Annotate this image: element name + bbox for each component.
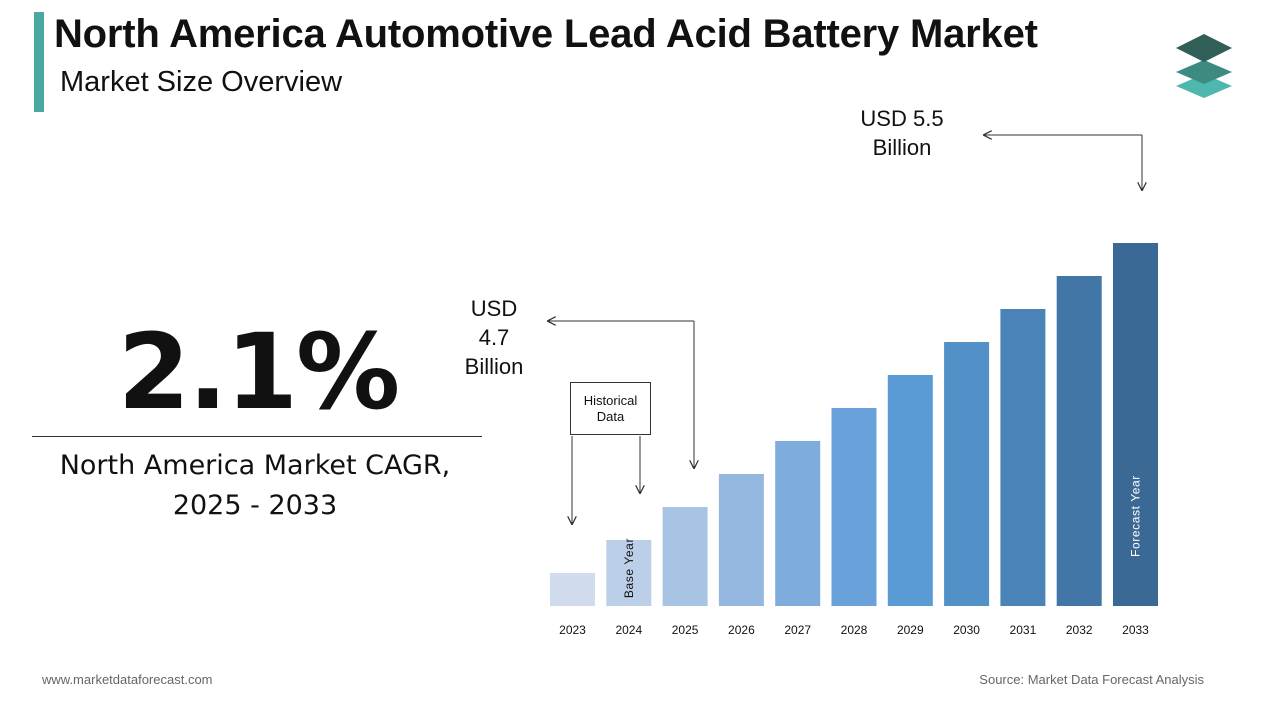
callout-end-value: USD 5.5 Billion: [838, 104, 966, 162]
bar-2031: [1000, 309, 1046, 606]
page-subtitle: Market Size Overview: [60, 66, 343, 98]
callout-mid-line3: Billion: [464, 354, 524, 379]
callout-mid-line1: USD: [470, 296, 518, 321]
callout-mid-value: USD 4.7 Billion: [456, 294, 532, 381]
cagr-caption-line1: North America Market CAGR,: [59, 450, 451, 481]
bar-2025: [662, 507, 708, 606]
footer-website: www.marketdataforecast.com: [42, 672, 213, 687]
layers-logo-icon: [1176, 34, 1232, 98]
bar-2028: [831, 408, 877, 606]
bar-2023: [550, 573, 595, 606]
bar-2030: [944, 342, 990, 606]
x-tick-2023: 2023: [559, 623, 586, 637]
x-tick-2032: 2032: [1066, 623, 1093, 637]
x-tick-2030: 2030: [953, 623, 980, 637]
historical-data-box: Historical Data: [570, 382, 651, 435]
x-tick-2027: 2027: [784, 623, 811, 637]
callout-mid-line2: 4.7: [478, 325, 510, 350]
x-tick-2031: 2031: [1010, 623, 1037, 637]
bar-2027: [775, 441, 821, 606]
bar-2024: [606, 540, 652, 606]
x-tick-2025: 2025: [672, 623, 699, 637]
bar-2026: [718, 474, 764, 606]
cagr-caption-line2: 2025 - 2033: [172, 490, 338, 521]
bar-2033: [1113, 243, 1158, 606]
title-accent-bar: [34, 12, 44, 112]
footer-source: Source: Market Data Forecast Analysis: [979, 672, 1204, 687]
historical-line2: Data: [596, 408, 625, 424]
bar-label-2033: Forecast Year: [1129, 475, 1143, 557]
x-tick-2024: 2024: [615, 623, 642, 637]
cagr-value: 2.1%: [117, 311, 400, 433]
x-tick-2033: 2033: [1122, 623, 1149, 637]
cagr-divider: [32, 436, 482, 437]
historical-line1: Historical: [583, 392, 638, 408]
x-tick-2029: 2029: [897, 623, 924, 637]
callout-end-line2: Billion: [872, 135, 932, 160]
bar-label-2024: Base Year: [622, 538, 636, 598]
x-tick-2028: 2028: [841, 623, 868, 637]
bar-2029: [887, 375, 933, 606]
page-title: North America Automotive Lead Acid Batte…: [54, 12, 1038, 56]
callout-end-line1: USD 5.5: [860, 106, 944, 131]
cagr-caption: North America Market CAGR, 2025 - 2033: [10, 446, 500, 526]
bar-2032: [1056, 276, 1102, 606]
x-tick-2026: 2026: [728, 623, 755, 637]
